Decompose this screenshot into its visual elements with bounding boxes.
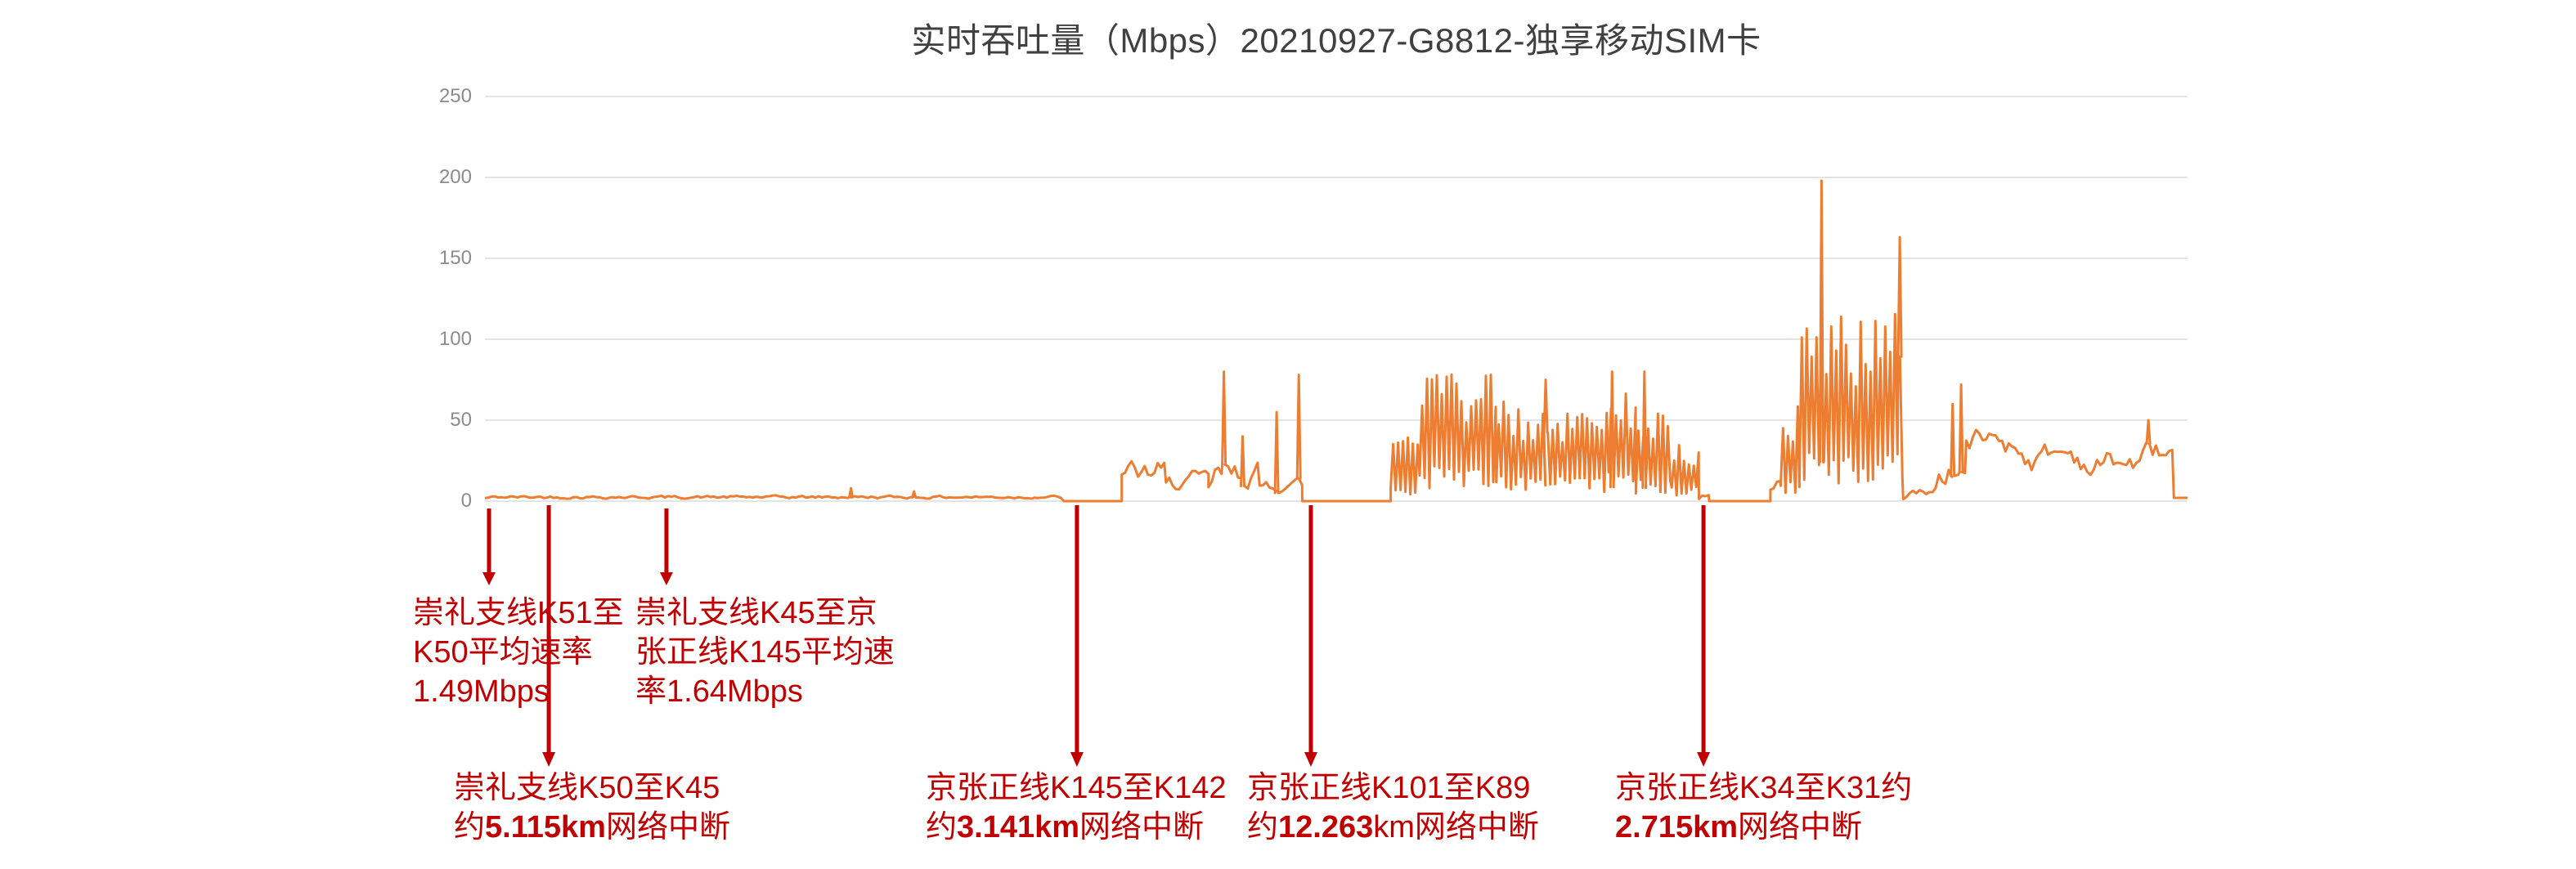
annotation-arrowhead bbox=[1697, 752, 1711, 767]
annotation-line: 崇礼支线K45至京 bbox=[635, 596, 877, 630]
y-tick-label: 200 bbox=[438, 166, 472, 188]
annotation-break-k34-k31: 京张正线K34至K31约 2.715km网络中断 bbox=[1615, 768, 1912, 847]
annotation-line: 京张正线K101至K89 bbox=[1247, 771, 1531, 805]
annotation-line: 约5.115km网络中断 bbox=[454, 810, 730, 844]
annotation-line: 京张正线K145至K142 bbox=[926, 771, 1227, 805]
y-tick-label: 100 bbox=[438, 328, 472, 350]
annotation-arrowhead bbox=[482, 572, 496, 585]
annotation-line: 崇礼支线K51至 bbox=[413, 596, 624, 630]
annotation-line: 2.715km网络中断 bbox=[1615, 810, 1863, 844]
annotation-break-k50-k45: 崇礼支线K50至K45 约5.115km网络中断 bbox=[454, 768, 730, 847]
annotation-break-k101-k89: 京张正线K101至K89 约12.263km网络中断 bbox=[1247, 768, 1539, 847]
annotation-arrowhead bbox=[1304, 752, 1317, 767]
annotation-line: 约3.141km网络中断 bbox=[926, 810, 1205, 844]
y-tick-label: 50 bbox=[450, 409, 472, 431]
annotation-line: 京张正线K34至K31约 bbox=[1615, 771, 1913, 805]
throughput-line bbox=[484, 179, 2188, 503]
annotation-avg-rate-k45-k145: 崇礼支线K45至京 张正线K145平均速 率1.64Mbps bbox=[635, 594, 895, 711]
y-tick-label: 250 bbox=[438, 85, 472, 107]
annotation-line: 崇礼支线K50至K45 bbox=[454, 771, 720, 805]
annotation-arrowhead bbox=[1070, 752, 1084, 767]
annotation-line: K50平均速率 bbox=[413, 635, 593, 670]
annotation-break-k145-k142: 京张正线K145至K142 约3.141km网络中断 bbox=[926, 768, 1227, 847]
annotation-line: 率1.64Mbps bbox=[635, 674, 803, 709]
annotation-line: 1.49Mbps bbox=[413, 674, 550, 709]
annotation-line: 约12.263km网络中断 bbox=[1247, 810, 1539, 844]
chart-title: 实时吞吐量（Mbps）20210927-G8812-独享移动SIM卡 bbox=[911, 21, 1761, 60]
annotation-line: 张正线K145平均速 bbox=[635, 635, 895, 670]
annotation-arrowhead bbox=[542, 752, 556, 767]
y-tick-label: 150 bbox=[438, 247, 472, 269]
y-tick-label: 0 bbox=[460, 490, 472, 512]
annotation-arrowhead bbox=[659, 572, 673, 585]
annotation-avg-rate-k51-k50: 崇礼支线K51至 K50平均速率 1.49Mbps bbox=[413, 594, 624, 711]
